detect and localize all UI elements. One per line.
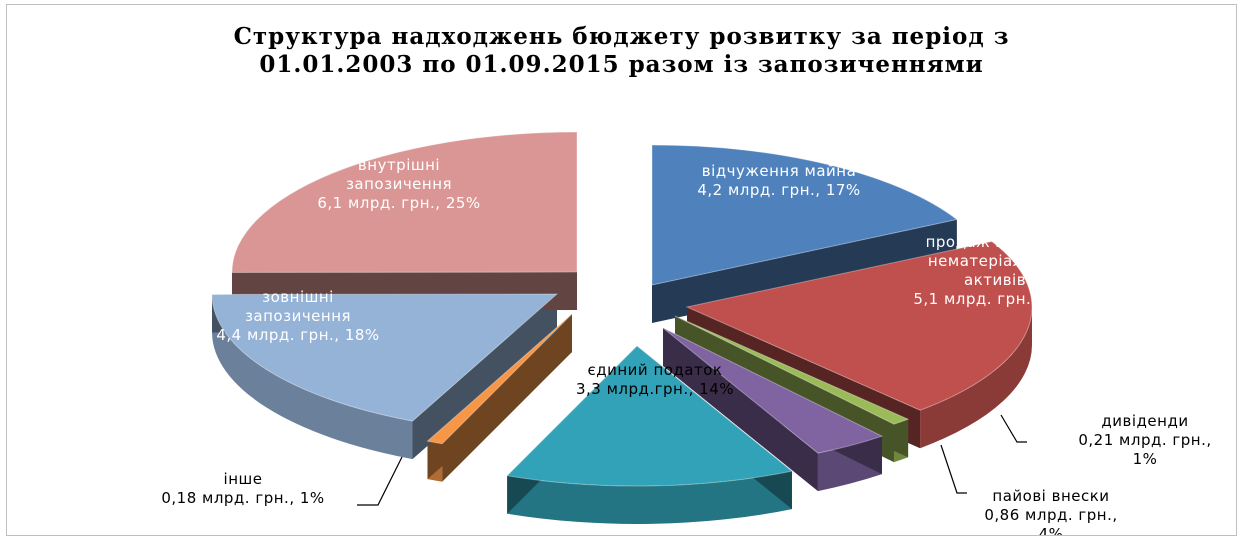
pie-slice-side-1 <box>920 307 1032 449</box>
slice-label-6: зовнішні запозичення 4,4 млрд. грн., 18% <box>216 288 379 344</box>
pie-slice-7 <box>231 131 578 273</box>
pie-slice-wall-0-1 <box>652 219 957 323</box>
pie-slice-side-4 <box>507 471 792 524</box>
chart-frame: Структура надходжень бюджету розвитку за… <box>6 4 1237 536</box>
slice-label-7: внутрішні запозичення 6,1 млрд. грн., 25% <box>317 156 480 212</box>
leader-line-2 <box>1000 414 1027 443</box>
chart-title-line-2: 01.01.2003 по 01.09.2015 разом із запози… <box>259 51 984 78</box>
leader-line-5 <box>357 456 403 506</box>
pie-slice-wall-3-1 <box>663 328 818 492</box>
slice-label-2: дивіденди 0,21 млрд. грн., 1% <box>1078 412 1211 468</box>
pie-slice-6 <box>211 293 559 422</box>
slice-label-0: відчуження майна 4,2 млрд. грн., 17% <box>697 162 860 199</box>
pie-slice-3 <box>662 327 884 454</box>
slice-label-3: пайові внески 0,86 млрд. грн., 4% <box>984 487 1117 535</box>
pie-slice-0 <box>651 144 959 286</box>
pie-slice-side-6 <box>212 294 413 460</box>
slice-label-4: єдиний податок 3,3 млрд.грн., 14% <box>576 361 734 398</box>
pie-slice-wall-5-1 <box>427 314 572 480</box>
pie-slice-1 <box>685 240 1033 411</box>
slice-label-1: продаж землі та нематеріальних активів 5,1 … <box>913 233 1076 308</box>
pie-chart: відчуження майна 4,2 млрд. грн., 17% прода… <box>161 131 1211 535</box>
slice-label-5: інше 0,18 млрд. грн., 1% <box>161 470 324 507</box>
leader-line-3 <box>940 444 967 494</box>
chart-title-line-1: Структура надходжень бюджету розвитку за… <box>233 23 1010 50</box>
pie-slice-4 <box>506 345 794 487</box>
pie-slice-2 <box>674 315 910 425</box>
pie-slice-5 <box>426 313 573 445</box>
pie-slice-wall-6-0 <box>412 294 557 460</box>
